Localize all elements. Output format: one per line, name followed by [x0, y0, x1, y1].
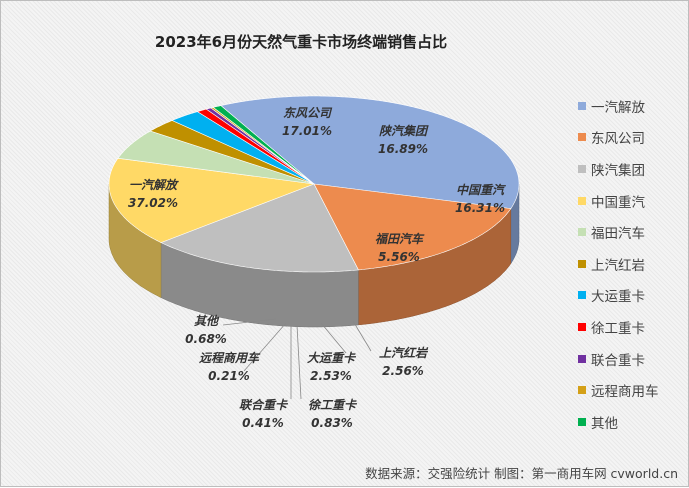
- data-label-shanqi: 陕汽集团 16.89%: [378, 124, 428, 156]
- legend-swatch: [578, 291, 586, 300]
- legend-label: 徐工重卡: [591, 320, 645, 337]
- legend-item: 徐工重卡: [578, 311, 659, 343]
- legend-swatch: [578, 101, 586, 110]
- legend-item: 上汽红岩: [578, 248, 659, 280]
- data-label-other: 其他 0.68%: [185, 314, 227, 346]
- leader-line: [243, 322, 287, 372]
- legend-swatch: [578, 417, 586, 426]
- data-label-xugong: 徐工重卡 0.83%: [307, 398, 357, 430]
- data-label-dongfeng: 东风公司 17.01%: [282, 106, 332, 138]
- data-label-yuancheng: 远程商用车 0.21%: [198, 351, 260, 383]
- legend-item: 陕汽集团: [578, 153, 659, 185]
- legend-item: 其他: [578, 406, 659, 438]
- legend-swatch: [578, 196, 586, 205]
- legend-label: 东风公司: [591, 131, 645, 148]
- legend-item: 一汽解放: [578, 90, 659, 122]
- data-label-dayun: 大运重卡 2.53%: [306, 351, 356, 383]
- data-label-futian: 福田汽车 5.56%: [374, 232, 424, 264]
- pie-slice-徐工重卡: [196, 108, 315, 185]
- pie-slice-东风公司: [313, 183, 512, 271]
- legend-swatch: [578, 386, 586, 395]
- legend-label: 陕汽集团: [591, 162, 645, 179]
- pie-slice-一汽解放: [220, 95, 520, 209]
- pie-slice-其他: [212, 105, 315, 185]
- legend-swatch: [578, 259, 586, 268]
- legend-item: 联合重卡: [578, 343, 659, 375]
- pie-slice-福田汽车: [117, 130, 315, 185]
- legend-swatch: [578, 228, 586, 237]
- legend-swatch: [578, 322, 586, 331]
- data-label-zhongqi: 中国重汽 16.31%: [455, 183, 505, 215]
- legend-label: 福田汽车: [591, 226, 645, 243]
- legend-label: 大运重卡: [591, 289, 645, 306]
- legend-item: 东风公司: [578, 122, 659, 154]
- legend-label: 联合重卡: [591, 352, 645, 369]
- leader-line: [320, 322, 347, 354]
- legend-item: 中国重汽: [578, 185, 659, 217]
- legend-item: 福田汽车: [578, 216, 659, 248]
- data-label-lianhe: 联合重卡 0.41%: [238, 398, 288, 430]
- legend-swatch: [578, 133, 586, 142]
- pie-slice-中国重汽: [108, 157, 315, 243]
- legend-label: 中国重汽: [591, 194, 645, 211]
- data-label-yiqi: 一汽解放 37.02%: [128, 178, 178, 210]
- pie-slice-大运重卡: [171, 111, 315, 185]
- data-label-shangqi: 上汽红岩 2.56%: [378, 346, 428, 378]
- legend-label: 一汽解放: [591, 99, 645, 116]
- leader-line: [296, 324, 302, 400]
- legend-label: 其他: [591, 415, 618, 432]
- leader-line: [352, 320, 372, 352]
- chart-title: 2023年6月份天然气重卡市场终端销售占比: [154, 33, 448, 51]
- legend-label: 远程商用车: [591, 384, 659, 401]
- legend-item: 大运重卡: [578, 280, 659, 312]
- pie-slice-陕汽集团: [160, 183, 359, 273]
- legend-item: 远程商用车: [578, 374, 659, 406]
- pie-slice-上汽红岩: [149, 120, 315, 185]
- legend: 一汽解放东风公司陕汽集团中国重汽福田汽车上汽红岩大运重卡徐工重卡联合重卡远程商用…: [578, 90, 659, 438]
- source-footer: 数据来源：交强险统计 制图：第一商用车网 cvworld.cn: [365, 466, 678, 481]
- legend-swatch: [578, 354, 586, 363]
- legend-label: 上汽红岩: [591, 257, 645, 274]
- legend-swatch: [578, 164, 586, 173]
- leader-line: [222, 318, 277, 326]
